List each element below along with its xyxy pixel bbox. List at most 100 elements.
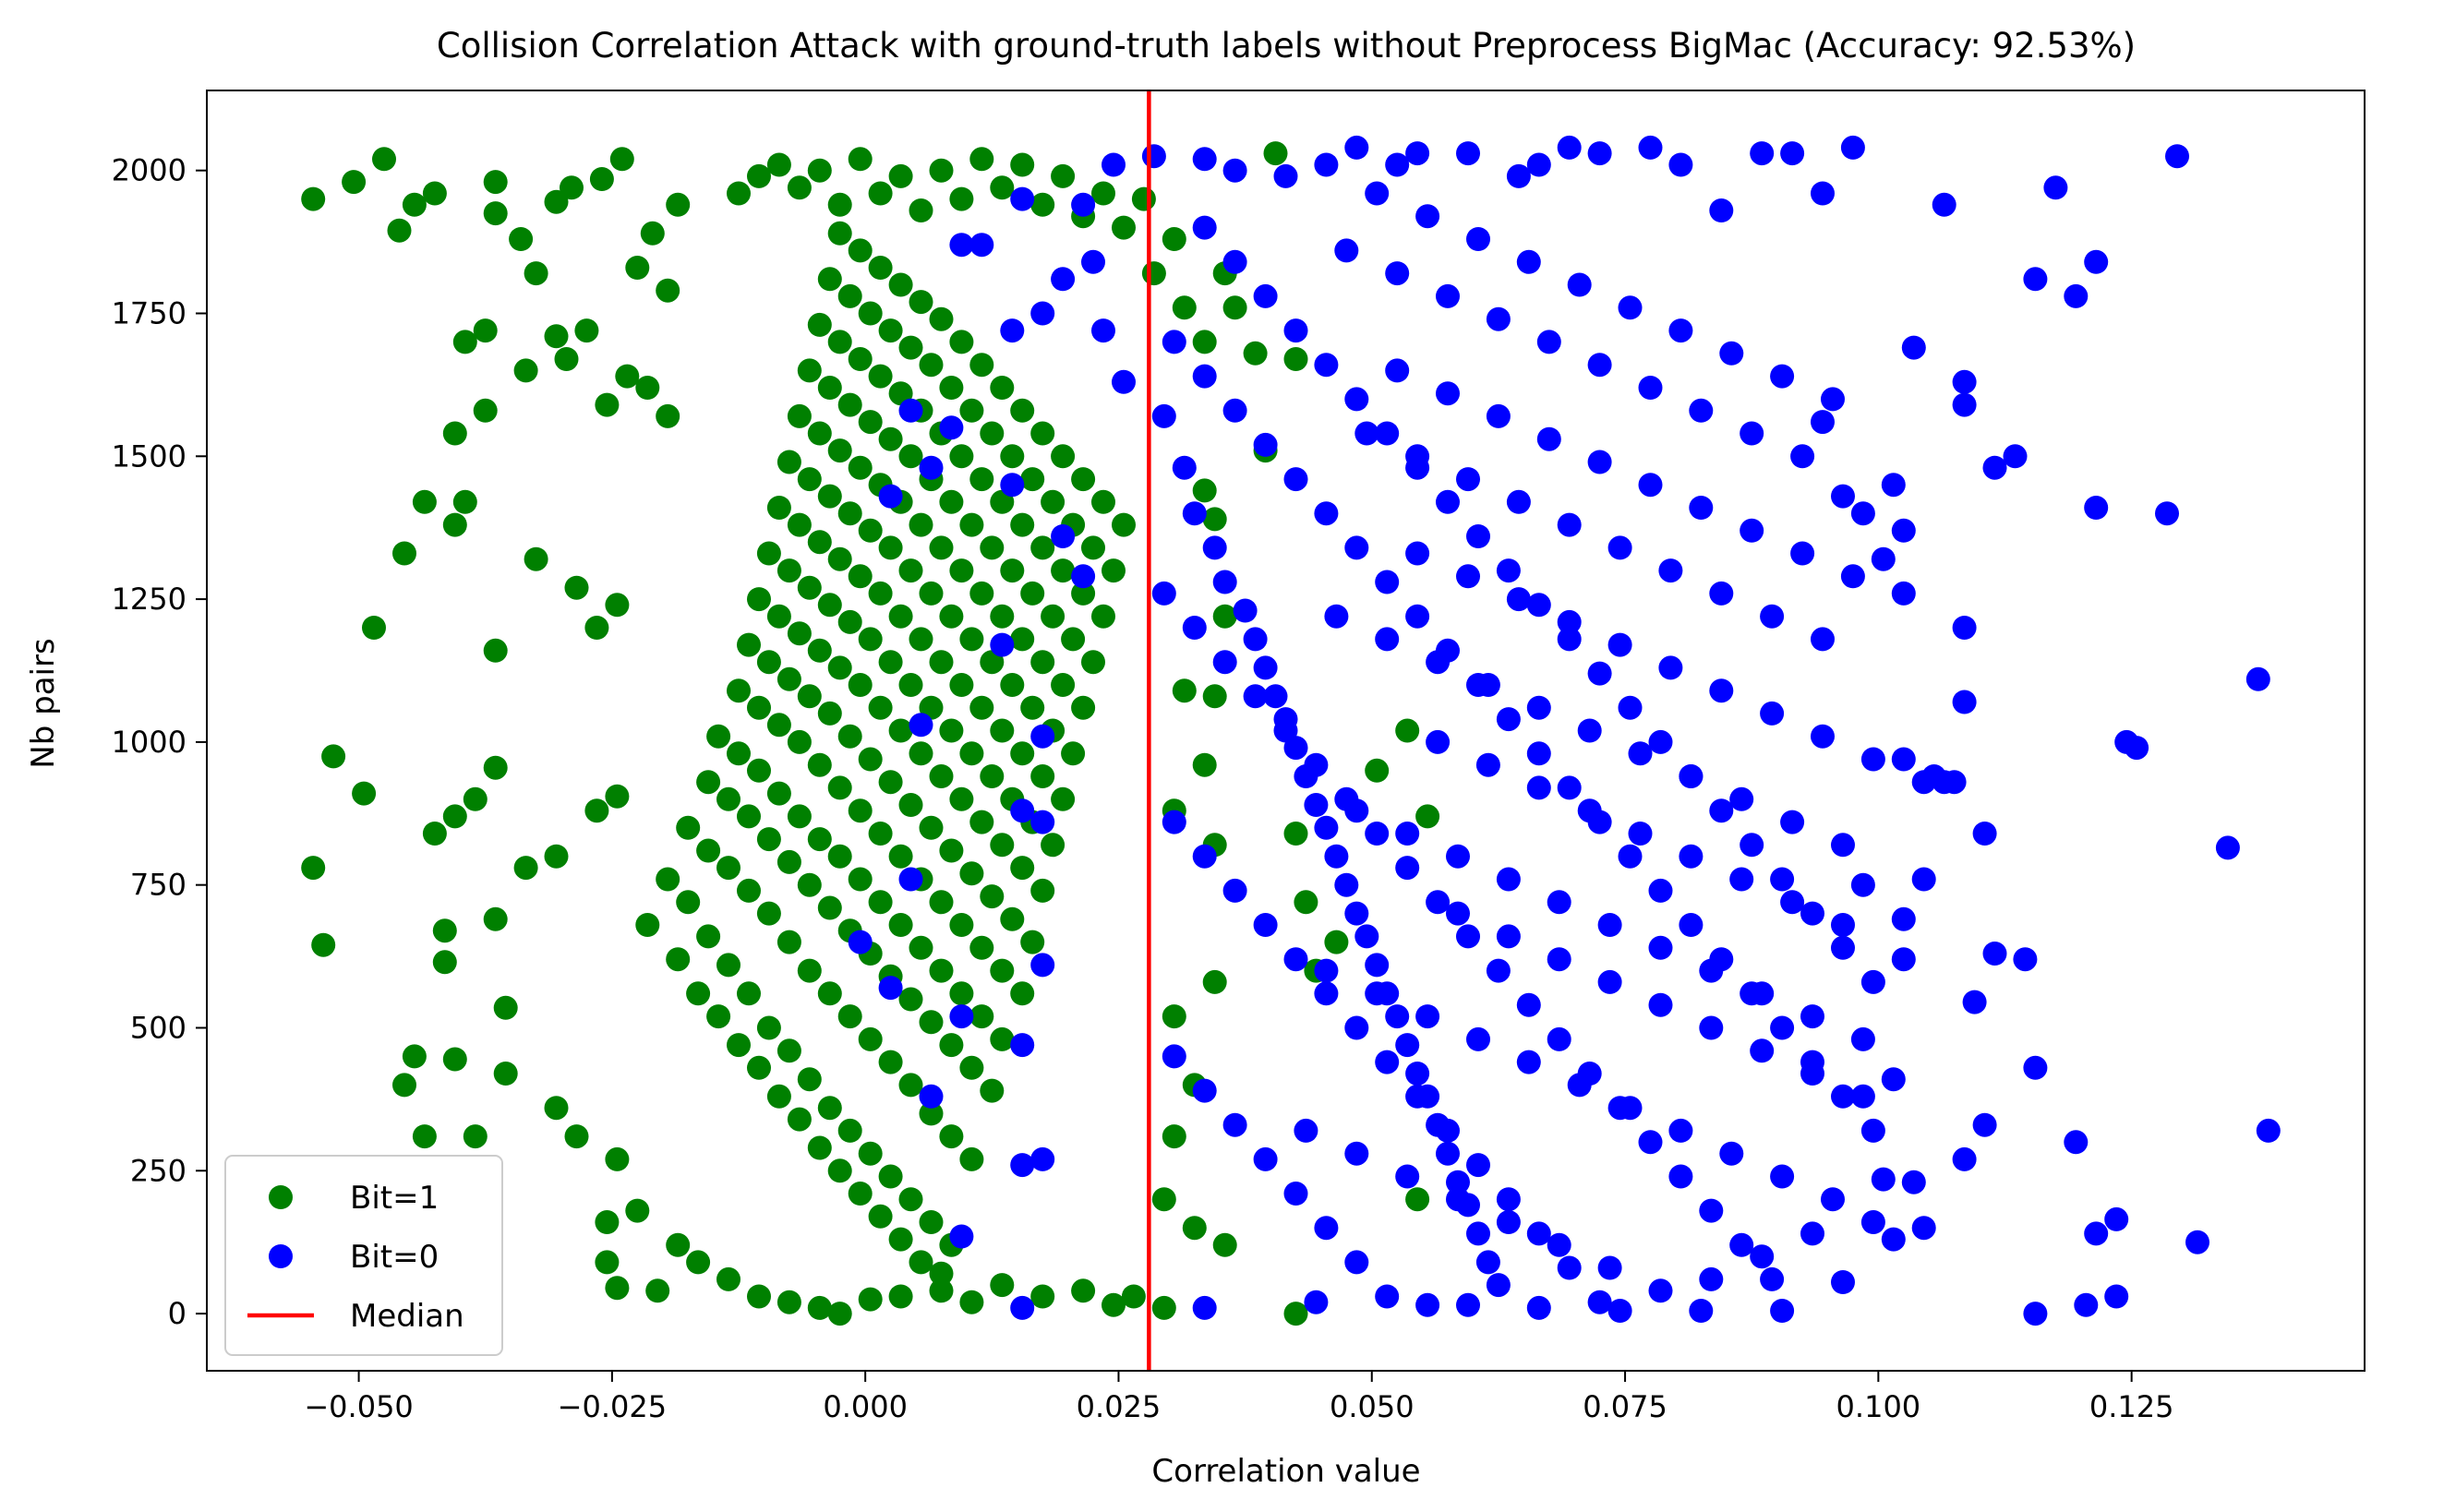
scatter-point (898, 398, 923, 423)
scatter-point (1041, 489, 1065, 514)
scatter-point (1324, 930, 1349, 954)
scatter-point (1648, 1278, 1673, 1303)
scatter-point (980, 764, 1005, 788)
scatter-point (878, 1050, 903, 1074)
scatter-point (807, 1295, 832, 1320)
scatter-point (797, 467, 822, 492)
scatter-point (1395, 822, 1420, 846)
scatter-point (959, 398, 984, 423)
scatter-point (544, 1096, 569, 1121)
scatter-point (1192, 1295, 1217, 1320)
scatter-point (1010, 152, 1035, 177)
scatter-point (807, 827, 832, 852)
scatter-point (777, 558, 801, 583)
scatter-point (301, 186, 326, 211)
scatter-point (939, 718, 964, 743)
scatter-point (737, 804, 761, 829)
scatter-point (949, 913, 974, 937)
scatter-point (696, 838, 721, 863)
scatter-point (1334, 238, 1359, 263)
x-tick-label: −0.050 (304, 1389, 413, 1424)
x-tick-label: 0.000 (823, 1389, 908, 1424)
scatter-point (1709, 198, 1734, 222)
scatter-point (1638, 135, 1663, 160)
scatter-point (1091, 181, 1115, 206)
scatter-point (1141, 144, 1166, 169)
scatter-point (1041, 833, 1065, 858)
scatter-point (1395, 856, 1420, 881)
scatter-point (1679, 844, 1704, 869)
scatter-point (919, 1010, 944, 1035)
scatter-point (949, 1004, 974, 1029)
scatter-point (1273, 718, 1298, 743)
scatter-point (837, 1004, 862, 1029)
scatter-point (1061, 741, 1086, 766)
scatter-point (858, 301, 883, 326)
scatter-point (1405, 1084, 1430, 1109)
scatter-point (1081, 249, 1105, 274)
scatter-point (2215, 835, 2240, 860)
scatter-point (1091, 604, 1115, 629)
scatter-point (1415, 1004, 1440, 1029)
scatter-point (1395, 1164, 1420, 1189)
scatter-point (1385, 1004, 1410, 1029)
scatter-point (817, 701, 842, 726)
scatter-point (969, 147, 994, 172)
scatter-point (1020, 695, 1045, 720)
scatter-point (1051, 673, 1076, 697)
scatter-point (666, 947, 691, 972)
scatter-point (2185, 1230, 2209, 1254)
scatter-point (766, 713, 791, 738)
scatter-point (1689, 398, 1714, 423)
scatter-point (1648, 878, 1673, 903)
scatter-point (422, 181, 447, 206)
scatter-point (878, 535, 903, 560)
scatter-point (1212, 604, 1237, 629)
scatter-point (452, 330, 477, 354)
scatter-point (1405, 604, 1430, 629)
scatter-point (1811, 181, 1835, 206)
scatter-point (1010, 186, 1035, 211)
scatter-point (1587, 353, 1612, 378)
scatter-point (1344, 901, 1369, 926)
scatter-point (1709, 581, 1734, 606)
scatter-point (1607, 535, 1632, 560)
legend-box (224, 1155, 503, 1356)
scatter-point (1010, 741, 1035, 766)
scatter-point (1597, 1255, 1622, 1280)
scatter-point (909, 512, 933, 537)
scatter-point (1283, 822, 1308, 846)
scatter-point (737, 981, 761, 1006)
scatter-point (1071, 581, 1096, 606)
scatter-point (807, 421, 832, 446)
scatter-point (1151, 581, 1176, 606)
scatter-point (1415, 204, 1440, 229)
scatter-point (1344, 387, 1369, 412)
scatter-point (1699, 1015, 1724, 1040)
scatter-point (1770, 1299, 1795, 1323)
scatter-point (1831, 913, 1855, 937)
scatter-point (1689, 496, 1714, 520)
scatter-point (1446, 1187, 1470, 1212)
scatter-point (848, 147, 873, 172)
scatter-point (1466, 227, 1490, 251)
scatter-point (969, 581, 994, 606)
scatter-point (1010, 856, 1035, 881)
scatter-point (797, 958, 822, 983)
scatter-point (1222, 398, 1247, 423)
scatter-point (888, 1227, 913, 1252)
scatter-point (1000, 673, 1025, 697)
scatter-point (509, 227, 534, 251)
scatter-point (1750, 981, 1775, 1006)
scatter-point (1699, 1266, 1724, 1291)
scatter-point (878, 484, 903, 509)
scatter-point (2245, 666, 2270, 691)
scatter-point (807, 1135, 832, 1160)
scatter-point (1061, 627, 1086, 652)
scatter-point (1192, 844, 1217, 869)
scatter-point (2084, 1221, 2109, 1246)
scatter-point (888, 844, 913, 869)
scatter-point (1365, 981, 1390, 1006)
scatter-point (1536, 330, 1561, 354)
scatter-point (777, 1290, 801, 1314)
